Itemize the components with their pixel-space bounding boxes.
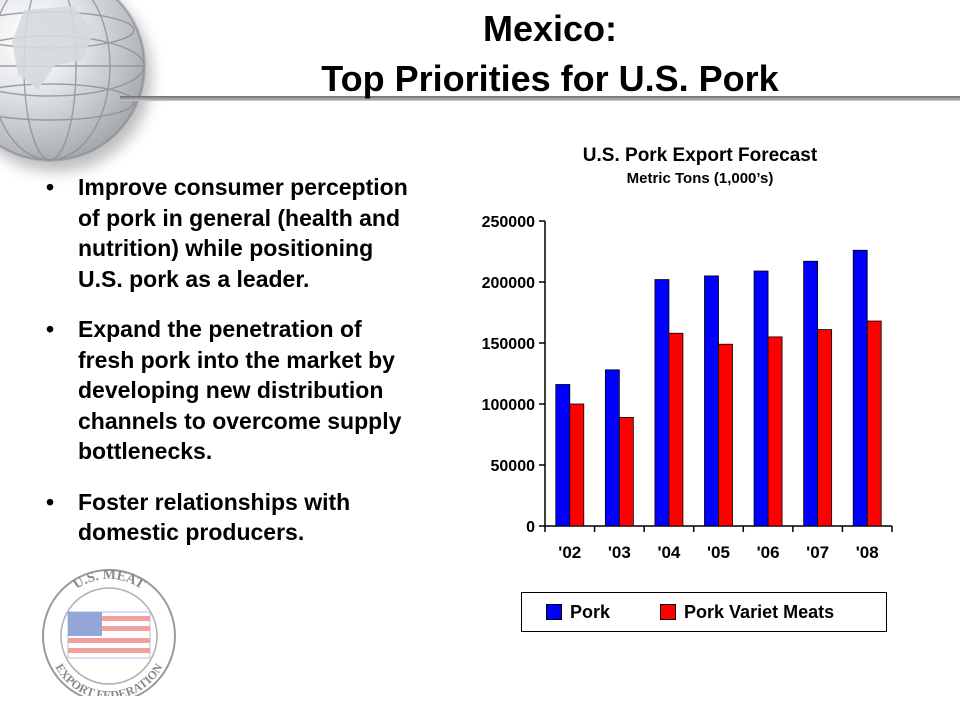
- y-tick-label: 0: [526, 519, 535, 536]
- svg-text:EXPORT FEDERATION: EXPORT FEDERATION: [53, 661, 166, 696]
- y-tick-label: 250000: [482, 214, 535, 231]
- bar-pork: [803, 260, 819, 527]
- chart-legend: Pork Pork Variet Meats: [521, 592, 887, 632]
- bar-pork: [704, 275, 719, 527]
- bar-pork-variety-meats: [668, 332, 684, 527]
- bar-pork: [604, 369, 620, 527]
- usmef-logo: U.S. MEAT EXPORT FEDERATION: [34, 566, 184, 703]
- y-tick-label: 50000: [491, 458, 536, 475]
- x-tick-label: '02: [558, 543, 581, 562]
- bar-pork-variety-meats: [618, 417, 634, 527]
- bar-pork-variety-meats: [866, 320, 882, 527]
- legend-label-pork: Pork: [570, 601, 611, 622]
- title-rule: [120, 96, 960, 101]
- bar-pork: [654, 279, 670, 527]
- bullet-item-2: Expand the penetration of fresh pork int…: [46, 314, 416, 467]
- slide-title: Mexico: Top Priorities for U.S. Pork: [200, 4, 900, 104]
- bar-pork: [852, 249, 868, 527]
- bar-pork: [753, 270, 769, 527]
- bullet-item-3: Foster relationships with domestic produ…: [46, 487, 416, 548]
- x-tick-label: '04: [657, 543, 680, 562]
- bar-pork: [555, 384, 571, 527]
- chart-title: U.S. Pork Export Forecast: [582, 145, 818, 166]
- title-line-2: Top Priorities for U.S. Pork: [321, 58, 779, 99]
- title-line-1: Mexico:: [482, 8, 618, 49]
- svg-text:U.S. MEAT: U.S. MEAT: [71, 568, 148, 593]
- chart-title-block: U.S. Pork Export Forecast Metric Tons (1…: [500, 144, 900, 190]
- x-tick-label: '08: [856, 543, 879, 562]
- x-tick-label: '03: [608, 543, 631, 562]
- y-tick-label: 150000: [482, 336, 535, 353]
- x-tick-label: '07: [806, 543, 829, 562]
- y-tick-label: 200000: [482, 275, 535, 292]
- globe-graphic: [0, 0, 146, 162]
- bar-pork-variety-meats: [718, 343, 733, 527]
- bar-chart: 0 50000 100000 150000 200000 250000 '02 '03 '04 '…: [482, 214, 893, 562]
- x-tick-label: '06: [757, 543, 780, 562]
- bar-pork-variety-meats: [767, 336, 783, 527]
- legend-item-pork: Pork: [546, 602, 610, 623]
- legend-label-variety-meats: Pork Variet Meats: [684, 601, 835, 622]
- legend-item-variety-meats: Pork Variet Meats: [660, 602, 834, 623]
- bullet-item-1: Improve consumer perception of pork in g…: [46, 172, 416, 294]
- logo-text-top: U.S. MEAT: [71, 568, 148, 593]
- x-tick-label: '05: [707, 543, 730, 562]
- chart-subtitle: Metric Tons (1,000’s): [626, 170, 774, 187]
- bullet-list: Improve consumer perception of pork in g…: [46, 172, 416, 568]
- legend-swatch-pork: [546, 604, 562, 620]
- logo-text-bottom: EXPORT FEDERATION: [53, 661, 166, 702]
- y-tick-label: 100000: [482, 397, 535, 414]
- legend-swatch-variety-meats: [660, 604, 677, 620]
- bar-pork-variety-meats: [817, 329, 833, 527]
- bar-pork-variety-meats: [569, 403, 585, 527]
